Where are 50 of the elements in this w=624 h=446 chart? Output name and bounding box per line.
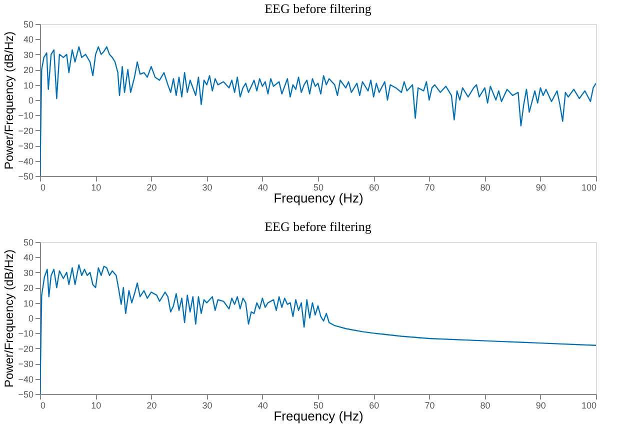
y-tick-label: −40 <box>18 156 34 166</box>
y-tick-label: 20 <box>23 65 34 76</box>
y-tick-label: 10 <box>23 80 34 90</box>
y-tick-label: 30 <box>23 50 34 60</box>
y-tick-label: 50 <box>23 238 34 248</box>
x-axis-title: Frequency (Hz) <box>274 190 364 206</box>
x-tick-label: 80 <box>480 182 490 192</box>
x-tick-label: 70 <box>424 400 435 410</box>
y-axis-title: Power/Frequency (dB/Hz) <box>2 249 16 388</box>
x-tick-label: 40 <box>258 400 268 410</box>
y-tick-label: −10 <box>18 328 34 339</box>
y-tick-label: 40 <box>23 34 34 45</box>
x-tick-label: 30 <box>202 182 212 192</box>
x-tick-label: 80 <box>480 400 490 410</box>
x-tick-label: 100 <box>581 182 596 192</box>
x-tick-label: 90 <box>536 182 546 192</box>
x-tick-label: 70 <box>424 182 435 192</box>
y-tick-label: −30 <box>18 359 34 370</box>
x-tick-label: 50 <box>313 400 324 410</box>
x-tick-label: 10 <box>91 400 102 410</box>
x-tick-label: 0 <box>40 182 46 192</box>
y-tick-label: −10 <box>18 110 34 121</box>
x-tick-label: 20 <box>146 182 157 192</box>
y-tick-label: −30 <box>18 141 34 152</box>
y-tick-label: −20 <box>18 126 34 136</box>
y-tick-label: −20 <box>18 344 34 354</box>
x-tick-label: 60 <box>369 182 380 192</box>
y-tick-label: −50 <box>18 390 34 400</box>
x-tick-label: 30 <box>202 400 212 410</box>
y-tick-label: 10 <box>23 298 34 308</box>
x-tick-label: 90 <box>536 400 546 410</box>
y-tick-label: 40 <box>23 252 34 263</box>
x-tick-label: 50 <box>313 182 324 192</box>
x-tick-label: 20 <box>146 400 157 410</box>
x-axis-title: Frequency (Hz) <box>274 408 364 424</box>
y-tick-label: −50 <box>18 172 34 182</box>
y-tick-label: 30 <box>23 268 34 278</box>
x-tick-label: 10 <box>91 182 102 192</box>
y-tick-label: 20 <box>23 283 34 294</box>
x-tick-label: 60 <box>369 400 380 410</box>
y-axis-title: Power/Frequency (dB/Hz) <box>2 31 16 170</box>
y-tick-label: 0 <box>28 96 34 106</box>
chart-title: EEG before filtering <box>264 1 372 16</box>
y-tick-label: −40 <box>18 374 34 384</box>
x-tick-label: 0 <box>40 400 46 410</box>
y-tick-label: 0 <box>28 314 34 324</box>
x-tick-label: 40 <box>258 182 268 192</box>
y-tick-label: 50 <box>23 20 34 30</box>
chart-title: EEG before filtering <box>264 219 372 234</box>
x-tick-label: 100 <box>581 400 596 410</box>
